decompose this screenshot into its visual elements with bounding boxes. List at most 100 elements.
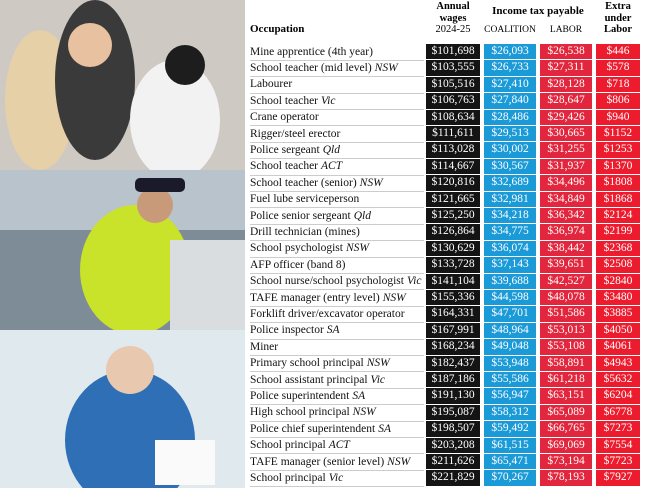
photo-face	[68, 23, 112, 67]
labor-header: LABOR	[549, 25, 583, 35]
coalition-cell: $49,048	[484, 339, 536, 355]
coalition-cell: $48,964	[484, 322, 536, 339]
occupation: School teacher	[250, 94, 319, 107]
state: ACT	[321, 160, 343, 173]
extra-cell: $1808	[596, 175, 640, 191]
occupation-cell: Mine apprentice (4th year)	[250, 44, 424, 61]
labor-cell: $58,891	[540, 355, 592, 371]
labor-cell: $31,937	[540, 158, 592, 175]
coalition-cell: $27,840	[484, 93, 536, 109]
extra-cell: $7273	[596, 421, 640, 437]
coalition-cell: $34,218	[484, 208, 536, 224]
state: Vic	[406, 275, 422, 288]
extra-cell: $578	[596, 60, 640, 76]
labor-cell: $26,538	[540, 44, 592, 60]
wages-cell: $108,634	[426, 109, 480, 125]
extra-cell: $2199	[596, 224, 640, 240]
labor-cell: $42,527	[540, 273, 592, 289]
extra-header: Extra under Labor	[596, 1, 640, 36]
occupation-cell: Police inspector SA	[250, 322, 424, 340]
coalition-cell: $30,567	[484, 158, 536, 175]
wages-cell: $141,104	[426, 273, 480, 289]
occupation-cell: TAFE manager (senior level) NSW	[250, 454, 424, 471]
extra-cell: $4050	[596, 322, 640, 339]
occupation: Primary school principal	[250, 357, 364, 370]
coalition-cell: $61,515	[484, 437, 536, 453]
occupation: School psychologist	[250, 242, 343, 255]
occupation-cell: School teacher Vic	[250, 93, 424, 111]
occupation-cell: High school principal NSW	[250, 404, 424, 422]
extra-cell: $2840	[596, 273, 640, 289]
labor-cell: $61,218	[540, 372, 592, 388]
photo-clipboard	[155, 440, 215, 485]
labor-cell: $30,665	[540, 126, 592, 142]
occupation: Drill technician (mines)	[250, 225, 360, 238]
extra-cell: $5632	[596, 372, 640, 388]
wages-cell: $121,665	[426, 191, 480, 207]
header-line: under	[604, 12, 632, 24]
state: NSW	[352, 406, 376, 419]
state: SA	[326, 324, 340, 337]
labor-cell: $48,078	[540, 290, 592, 306]
extra-cell: $7723	[596, 454, 640, 470]
wages-cell: $111,611	[426, 126, 480, 142]
labor-cell: $65,089	[540, 404, 592, 421]
labor-cell: $36,342	[540, 208, 592, 224]
header-line: wages	[439, 12, 467, 24]
state: Vic	[328, 471, 344, 484]
occupation-cell: Labourer	[250, 76, 424, 94]
occupation-cell: School assistant principal Vic	[250, 372, 424, 389]
header-line: Labor	[603, 24, 632, 35]
occupation-cell: AFP officer (band 8)	[250, 257, 424, 275]
extra-cell: $1152	[596, 126, 640, 142]
photo-cap	[135, 178, 185, 192]
occupation-cell: School teacher ACT	[250, 158, 424, 176]
occupation: Miner	[250, 340, 279, 353]
coalition-cell: $47,701	[484, 306, 536, 322]
extra-cell: $3480	[596, 290, 640, 306]
wages-cell: $164,331	[426, 306, 480, 322]
coalition-cell: $26,733	[484, 60, 536, 76]
state: Vic	[321, 94, 336, 107]
extra-cell: $806	[596, 93, 640, 109]
occupation-cell: Fuel lube serviceperson	[250, 191, 424, 209]
occupation-header: Occupation	[250, 23, 305, 35]
occupation: School principal	[250, 471, 326, 484]
state: NSW	[366, 357, 390, 370]
coalition-cell: $32,689	[484, 175, 536, 191]
wages-cell: $195,087	[426, 404, 480, 421]
occupation: School assistant principal	[250, 373, 368, 386]
header-line: Annual	[436, 1, 470, 12]
extra-cell: $6778	[596, 404, 640, 421]
extra-cell: $4061	[596, 339, 640, 355]
state: NSW	[374, 61, 398, 74]
coalition-cell: $36,074	[484, 240, 536, 257]
occupation: Police superintendent	[250, 389, 350, 402]
wages-cell: $120,816	[426, 175, 480, 191]
wages-cell: $125,250	[426, 208, 480, 224]
labor-cell: $34,496	[540, 175, 592, 191]
occupation-cell: School teacher (senior) NSW	[250, 175, 424, 193]
labor-cell: $34,849	[540, 191, 592, 207]
extra-cell: $940	[596, 109, 640, 125]
wages-cell: $203,208	[426, 437, 480, 453]
labor-cell: $53,013	[540, 322, 592, 339]
occupation-cell: Forklift driver/excavator operator	[250, 306, 424, 324]
occupation-cell: School principal Vic	[250, 470, 424, 488]
labor-cell: $73,194	[540, 454, 592, 470]
wages-cell: $187,186	[426, 372, 480, 388]
coalition-cell: $65,471	[484, 454, 536, 470]
occupation: AFP officer (band 8)	[250, 258, 346, 271]
labor-cell: $69,069	[540, 437, 592, 453]
extra-cell: $446	[596, 44, 640, 60]
state: SA	[352, 389, 366, 402]
occupation: Police chief superintendent	[250, 422, 376, 435]
wages-cell: $114,667	[426, 158, 480, 175]
occupation-cell: Drill technician (mines)	[250, 224, 424, 242]
occupation: School teacher (mid level)	[250, 61, 372, 74]
wages-cell: $103,555	[426, 60, 480, 76]
occupation: Rigger/steel erector	[250, 127, 341, 140]
occupation: School nurse/school psychologist	[250, 275, 404, 288]
coalition-cell: $32,981	[484, 191, 536, 207]
occupation: Police inspector	[250, 324, 324, 337]
